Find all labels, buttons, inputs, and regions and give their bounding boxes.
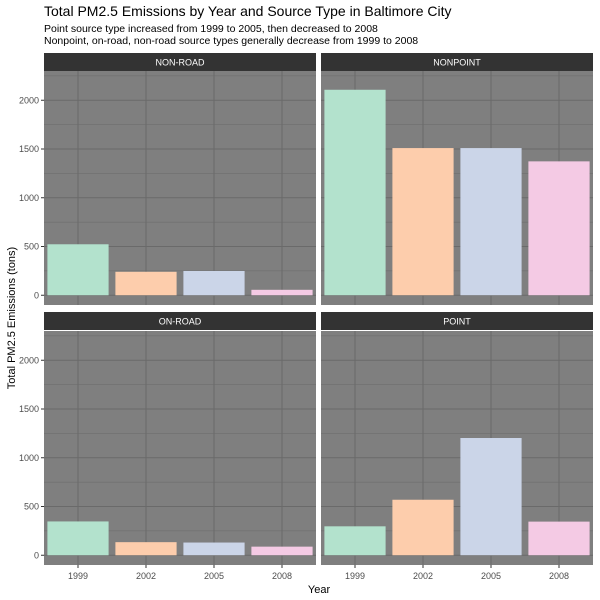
- bar-on-road-2005: [183, 542, 245, 556]
- y-tick-label: 500: [24, 242, 39, 252]
- x-tick-label: 2005: [481, 571, 501, 581]
- bar-non-road-1999: [47, 244, 109, 296]
- y-tick-label: 0: [34, 290, 39, 300]
- facet-strip-on-road: [44, 312, 316, 330]
- facet-label-nonpoint: NONPOINT: [433, 58, 481, 68]
- bar-on-road-1999: [47, 521, 109, 556]
- bar-non-road-2005: [183, 270, 245, 296]
- bar-on-road-2002: [115, 542, 177, 556]
- bar-point-2005: [460, 438, 522, 556]
- y-axis-title: Total PM2.5 Emissions (tons): [6, 247, 18, 389]
- y-tick-label: 1000: [19, 193, 39, 203]
- y-tick-label: 2000: [19, 355, 39, 365]
- bar-on-road-2008: [251, 546, 313, 556]
- chart-subtitle-line-2: Nonpoint, on-road, non-road source types…: [44, 35, 419, 47]
- bar-nonpoint-1999: [324, 89, 386, 296]
- x-tick-label: 2002: [413, 571, 433, 581]
- x-axis-title: Year: [308, 584, 331, 596]
- y-tick-label: 1000: [19, 453, 39, 463]
- bar-non-road-2008: [251, 289, 313, 296]
- y-tick-label: 1500: [19, 144, 39, 154]
- y-tick-label: 2000: [19, 95, 39, 105]
- chart-title: Total PM2.5 Emissions by Year and Source…: [44, 3, 452, 19]
- x-tick-label: 2008: [272, 571, 292, 581]
- facet-label-point: POINT: [443, 317, 471, 327]
- facet-label-non-road: NON-ROAD: [156, 58, 205, 68]
- facet-strip-point: [321, 312, 593, 330]
- bar-point-2002: [392, 499, 454, 556]
- bar-nonpoint-2005: [460, 148, 522, 296]
- y-tick-label: 500: [24, 502, 39, 512]
- facet-label-on-road: ON-ROAD: [159, 317, 202, 327]
- bar-nonpoint-2002: [392, 148, 454, 296]
- x-tick-label: 1999: [345, 571, 365, 581]
- bar-nonpoint-2008: [528, 161, 590, 296]
- x-tick-label: 2005: [204, 571, 224, 581]
- bar-point-2008: [528, 521, 590, 556]
- chart-subtitle-line-1: Point source type increased from 1999 to…: [44, 23, 378, 35]
- y-tick-label: 1500: [19, 404, 39, 414]
- x-tick-label: 2008: [549, 571, 569, 581]
- bar-point-1999: [324, 526, 386, 556]
- y-tick-label: 0: [34, 550, 39, 560]
- facet-strip-non-road: [44, 53, 316, 71]
- x-tick-label: 1999: [68, 571, 88, 581]
- bar-non-road-2002: [115, 271, 177, 296]
- x-tick-label: 2002: [136, 571, 156, 581]
- facet-strip-nonpoint: [321, 53, 593, 71]
